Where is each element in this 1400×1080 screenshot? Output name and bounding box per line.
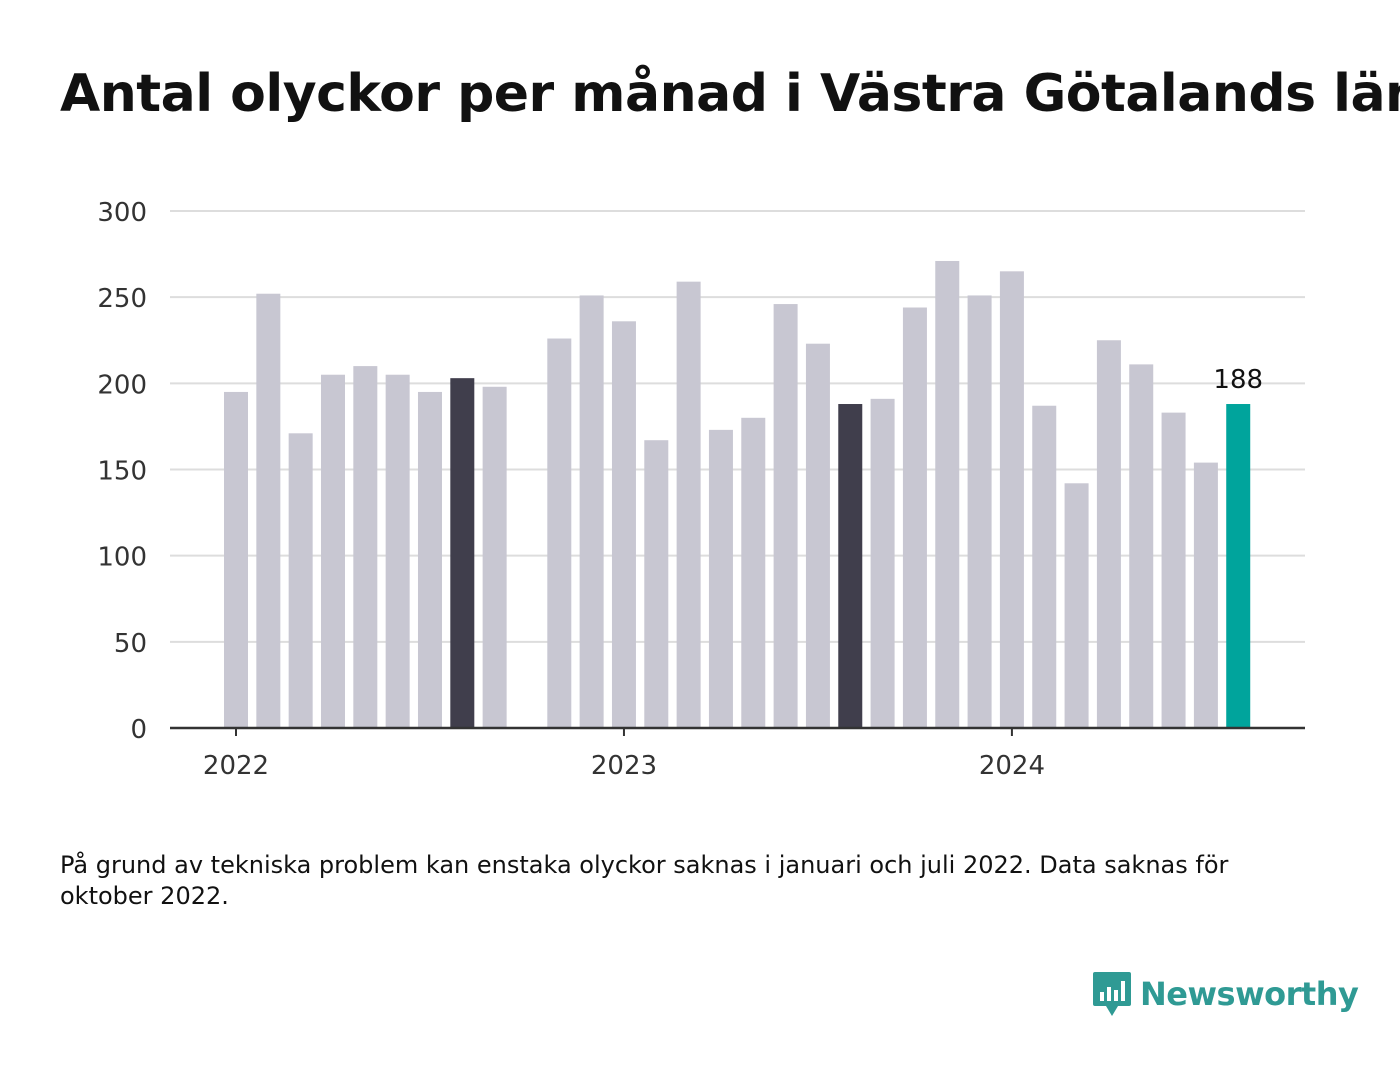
bar-2023-04 (708, 429, 733, 728)
bar-2023-07 (805, 343, 830, 728)
bar-2023-12 (967, 295, 992, 728)
x-tick-label: 2022 (203, 751, 269, 781)
bar-2022-08 (450, 378, 475, 728)
bar-2022-04 (320, 374, 345, 728)
bar-2022-06 (385, 374, 410, 728)
data-labels: 188 (1213, 365, 1263, 395)
bar-2024-05 (1129, 364, 1154, 728)
bar-2024-04 (1096, 340, 1121, 728)
bar-2022-03 (288, 433, 313, 728)
y-tick-label: 0 (130, 715, 147, 745)
bar-2022-11 (547, 338, 572, 728)
bar-2023-05 (741, 417, 766, 728)
y-tick-label: 300 (97, 198, 147, 228)
bar-2024-08 (1226, 404, 1251, 728)
x-axis: 2022 2023 2024 (170, 726, 1305, 781)
x-tick-label: 2023 (591, 751, 657, 781)
newsworthy-logo-icon (1093, 972, 1131, 1016)
bar-2024-01 (999, 271, 1024, 728)
bar-2024-02 (1032, 405, 1057, 728)
y-tick-label: 200 (97, 370, 147, 400)
bar-2023-06 (773, 304, 798, 728)
x-tick-label: 2024 (979, 751, 1045, 781)
y-tick-label: 100 (97, 543, 147, 573)
data-label: 188 (1213, 365, 1263, 395)
y-tick-label: 150 (97, 457, 147, 487)
bar-2022-07 (417, 391, 442, 728)
chart-title: Antal olyckor per månad i Västra Götalan… (60, 64, 1400, 124)
bar-2022-12 (579, 295, 604, 728)
bar-2023-02 (644, 440, 669, 728)
bar-2024-03 (1064, 483, 1089, 728)
bar-2024-07 (1193, 462, 1218, 728)
footnote: På grund av tekniska problem kan enstaka… (60, 851, 1229, 910)
y-tick-label: 50 (114, 629, 147, 659)
bar-2023-09 (870, 398, 895, 728)
bar-2022-05 (353, 366, 378, 728)
bars (224, 260, 1251, 728)
y-axis-tick-labels: 0 50 100 150 200 250 300 (97, 198, 147, 745)
brand-logo: Newsworthy (1092, 970, 1359, 1018)
bar-2022-09 (482, 386, 507, 728)
bar-2024-06 (1161, 412, 1186, 728)
bar-2023-11 (935, 260, 960, 728)
y-tick-label: 250 (97, 284, 147, 314)
bar-2023-03 (676, 281, 701, 728)
bar-2023-01 (611, 321, 636, 728)
bar-2023-10 (902, 307, 927, 728)
bar-chart: 0 50 100 150 200 250 300 2022 2023 2024 188 (97, 198, 1305, 781)
bar-2023-08 (838, 404, 863, 728)
bar-2022-01 (224, 391, 248, 728)
bar-2022-02 (256, 293, 281, 728)
brand-name: Newsworthy (1140, 975, 1359, 1013)
